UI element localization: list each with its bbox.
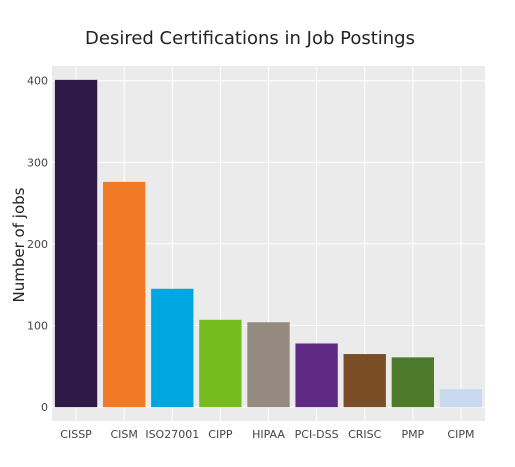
y-tick-label: 0 (41, 401, 48, 414)
bar-cipp[interactable] (199, 319, 242, 408)
y-tick-label: 100 (27, 320, 48, 333)
y-tick-label: 300 (27, 156, 48, 169)
x-tick-label: PCI-DSS (295, 428, 339, 441)
x-tick-label: CISSP (60, 428, 92, 441)
x-tick-label: CISM (110, 428, 137, 441)
y-axis-label: Number of jobs (10, 187, 28, 302)
bar-iso27001[interactable] (151, 288, 194, 408)
x-tick-label: CIPP (208, 428, 233, 441)
bar-cism[interactable] (102, 181, 146, 408)
x-tick-label: CRISC (348, 428, 382, 441)
bar-layer (54, 79, 483, 408)
x-tick-label: CIPM (447, 428, 474, 441)
y-tick-label: 200 (27, 238, 48, 251)
bar-cissp[interactable] (54, 79, 98, 408)
bar-cipm[interactable] (439, 389, 483, 408)
bar-pci-dss[interactable] (295, 343, 338, 408)
x-tick-label: PMP (401, 428, 424, 441)
x-tick-label: ISO27001 (145, 428, 199, 441)
y-tick-layer: 0 100 200 300 400 (27, 75, 48, 414)
y-tick-label: 400 (27, 75, 48, 88)
bar-crisc[interactable] (343, 354, 386, 408)
x-tick-label: HIPAA (252, 428, 285, 441)
bar-hipaa[interactable] (247, 322, 290, 408)
chart-title: Desired Certifications in Job Postings (85, 28, 415, 49)
x-tick-layer: CISSP CISM ISO27001 CIPP HIPAA PCI-DSS CRISC PM… (60, 428, 474, 441)
bar-pmp[interactable] (391, 357, 435, 408)
